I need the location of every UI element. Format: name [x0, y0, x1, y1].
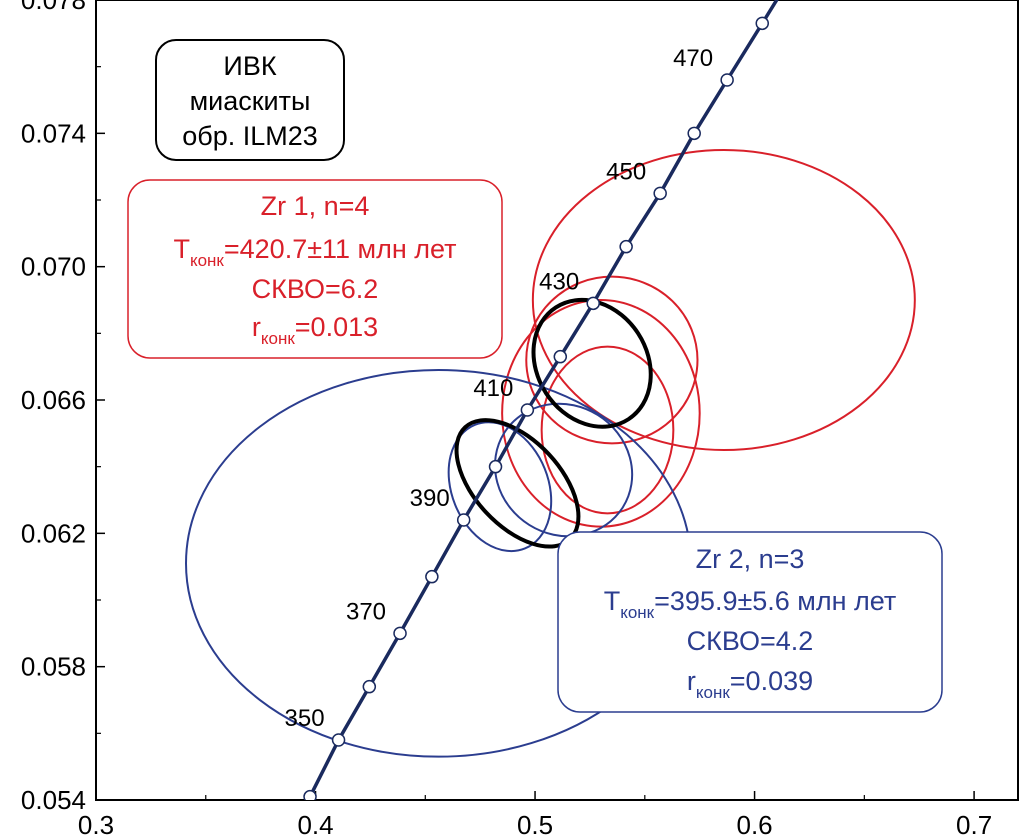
x-tick-label: 0.4 — [297, 810, 333, 838]
x-tick-label: 0.3 — [78, 810, 114, 838]
zr2-mswd: СКВО=4.2 — [687, 626, 814, 656]
zr1-mswd: СКВО=6.2 — [252, 274, 379, 304]
zr1-age-prefix: T — [173, 234, 190, 264]
zr2-r-sub: конк — [696, 683, 730, 702]
concordia-age-marker — [331, 733, 346, 747]
error-ellipse-concordia-age — [531, 297, 653, 429]
zr2-r-value: =0.039 — [730, 666, 813, 696]
x-tick-label: 0.6 — [736, 810, 772, 838]
error-ellipse-zr1 — [531, 149, 916, 451]
zr1-r-value: =0.013 — [295, 312, 378, 342]
zr2-box-border — [557, 531, 943, 713]
concordia-age-marker — [619, 239, 633, 254]
sample-info-box: ИВК миаскиты обр. ILM23 — [155, 39, 345, 161]
concordia-age-label: 370 — [346, 598, 386, 625]
concordia-age-marker — [425, 569, 439, 584]
zr2-r: rконк=0.039 — [687, 666, 813, 702]
concordia-age-marker — [653, 186, 667, 201]
y-axis: 0.054 0.058 0.062 0.066 0.070 0.074 0.078 — [21, 0, 105, 815]
concordia-age-marker — [687, 126, 701, 141]
concordia-age-marker — [456, 513, 471, 527]
y-tick-label: 0.074 — [21, 118, 86, 148]
error-ellipse-zr1 — [540, 345, 675, 515]
zr2-title: Zr 2, n=3 — [696, 544, 805, 574]
zr1-age-value: =420.7±11 млн лет — [224, 234, 457, 264]
sample-box-border — [155, 39, 345, 161]
x-tick-label: 0.5 — [517, 810, 553, 838]
y-tick-label: 0.058 — [21, 652, 86, 682]
zr1-age: Tконк=420.7±11 млн лет — [173, 234, 456, 270]
concordia-age-marker — [488, 459, 503, 474]
concordia-age-marker — [520, 403, 535, 417]
concordia-age-marker — [393, 626, 407, 641]
zr2-age-sub: конк — [620, 603, 654, 622]
concordia-age-marker — [303, 789, 317, 800]
concordia-age-marker — [586, 296, 600, 311]
zr1-r-prefix: r — [252, 312, 261, 342]
zr2-age-prefix: T — [604, 586, 621, 616]
y-tick-label: 0.070 — [21, 252, 86, 282]
concordia-age-label: 410 — [473, 375, 513, 402]
zr2-age: Tконк=395.9±5.6 млн лет — [604, 586, 897, 622]
zr2-result-box: Zr 2, n=3 Tконк=395.9±5.6 млн лет СКВО=4… — [557, 531, 943, 713]
concordia-age-marker — [553, 349, 568, 364]
error-ellipses — [185, 149, 916, 758]
zr1-title: Zr 1, n=4 — [261, 191, 370, 221]
y-tick-label: 0.066 — [21, 385, 86, 415]
concordia-age-label: 390 — [410, 485, 450, 512]
zr1-box-border — [127, 179, 503, 359]
x-axis: 0.3 0.4 0.5 0.6 0.7 — [78, 791, 992, 838]
concordia-curve — [303, 0, 779, 800]
concordia-age-label: 350 — [285, 705, 325, 732]
concordia-age-labels: 350 370 390 410 430 450 470 — [285, 45, 714, 732]
y-tick-label: 0.078 — [21, 0, 86, 15]
zr1-age-sub: конк — [190, 251, 224, 270]
zr1-result-box: Zr 1, n=4 Tконк=420.7±11 млн лет СКВО=6.… — [127, 179, 503, 359]
error-ellipse-zr1 — [501, 299, 701, 528]
sample-box-line3: обр. ILM23 — [182, 121, 318, 151]
zr1-r-sub: конк — [261, 329, 295, 348]
concordia-age-label: 470 — [673, 45, 713, 72]
error-ellipse-zr1 — [525, 275, 699, 445]
sample-box-line1: ИВК — [223, 51, 276, 81]
y-tick-label: 0.054 — [21, 785, 86, 815]
concordia-age-marker — [720, 73, 734, 87]
zr1-r: rконк=0.013 — [252, 312, 378, 348]
concordia-age-label: 430 — [539, 268, 579, 295]
y-tick-label: 0.062 — [21, 518, 86, 548]
error-ellipse-zr2 — [494, 402, 634, 538]
x-tick-label: 0.7 — [956, 810, 992, 838]
error-ellipse-zr2 — [447, 421, 553, 553]
concordia-age-marker — [755, 16, 770, 31]
concordia-age-label: 450 — [606, 158, 646, 185]
zr2-r-prefix: r — [687, 666, 696, 696]
concordia-age-marker — [362, 679, 377, 694]
zr2-age-value: =395.9±5.6 млн лет — [654, 586, 896, 616]
sample-box-line2: миаскиты — [190, 86, 311, 116]
